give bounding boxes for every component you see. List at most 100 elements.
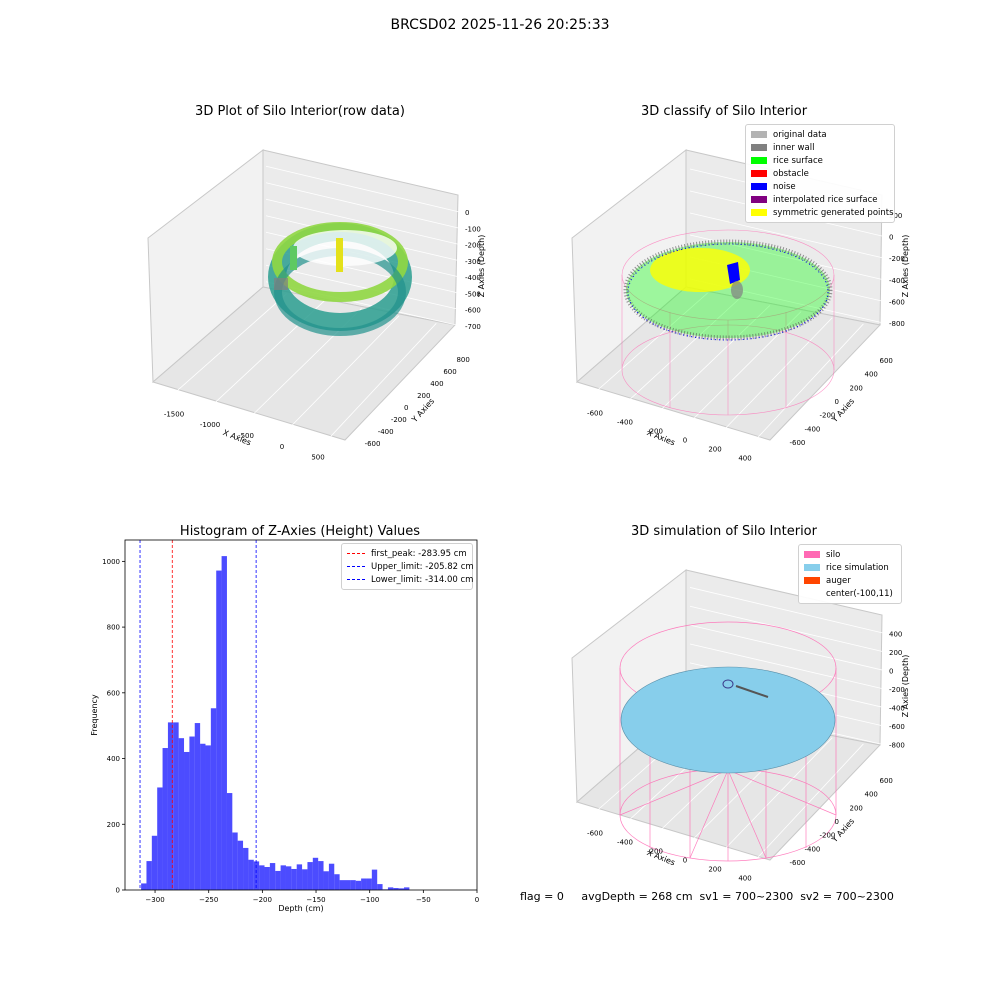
legend-entry: first_peak: -283.95 cm — [347, 547, 467, 560]
p4-ztick-label: -600 — [889, 723, 905, 731]
p4-ytick-label: -600 — [790, 859, 806, 867]
histogram-bar — [226, 793, 233, 890]
panel4-legend: silo rice simulation auger center(-100,11) — [798, 544, 902, 604]
p4-xtick-label: -200 — [647, 848, 663, 856]
legend-entry: symmetric generated points — [751, 206, 894, 219]
histogram-bar — [371, 869, 378, 890]
p4-xtick-label: 400 — [738, 875, 751, 883]
p4-ytick-label: 200 — [850, 804, 863, 812]
legend-label: obstacle — [773, 168, 809, 179]
legend-label: Lower_limit: -314.00 cm — [371, 574, 474, 585]
p4-ztick-label: 400 — [889, 630, 902, 638]
legend-label: center(-100,11) — [826, 588, 893, 599]
p2-silo-wireframe — [621, 229, 835, 416]
histogram-bar — [275, 870, 281, 890]
histogram-ytick-label: 400 — [107, 755, 120, 763]
histogram-bar — [366, 878, 372, 890]
panel1-title: 3D Plot of Silo Interior(row data) — [195, 104, 405, 119]
panel2-legend: original data inner wall rice surface obsta… — [745, 124, 895, 223]
legend-swatch — [751, 183, 767, 190]
p1-ytick-label: 0 — [404, 404, 408, 412]
legend-entry: inner wall — [751, 141, 889, 154]
histogram-bar — [141, 883, 147, 890]
histogram-bar — [355, 880, 362, 890]
p1-ztick-label: -700 — [465, 323, 481, 331]
p4-ztick-label: -400 — [889, 705, 905, 713]
p2-ytick-label: 0 — [835, 398, 839, 406]
legend-swatch — [804, 564, 820, 571]
histogram-bar — [210, 708, 217, 890]
histogram-bar — [151, 835, 158, 890]
histogram-bar — [173, 722, 179, 890]
histogram-bar — [345, 880, 351, 890]
histogram-xtick-label: −300 — [145, 896, 164, 904]
histogram-bar — [243, 847, 249, 890]
histogram-bar — [280, 865, 286, 890]
histogram-bar — [318, 861, 324, 890]
histogram-xtick-label: −100 — [360, 896, 379, 904]
histogram-bar — [307, 862, 313, 890]
histogram-bar — [312, 857, 319, 890]
p2-ytick-label: 600 — [880, 357, 893, 365]
p1-ztick-label: 0 — [465, 209, 469, 217]
legend-label: Upper_limit: -205.82 cm — [371, 561, 474, 572]
p2-ztick-label: 200 — [889, 212, 902, 220]
histogram-bar — [216, 570, 222, 890]
p2-ytick-label: 200 — [850, 384, 863, 392]
histogram-bar — [259, 865, 265, 890]
histogram-ytick-label: 200 — [107, 821, 120, 829]
histogram-xtick-label: −150 — [306, 896, 325, 904]
p1-ztick-label: -400 — [465, 274, 481, 282]
histogram-xtick-label: −250 — [199, 896, 218, 904]
p1-ytick-label: 200 — [417, 392, 430, 400]
legend-label: symmetric generated points — [773, 207, 894, 218]
histogram-bar — [350, 880, 356, 890]
p1-xtick-label: -1500 — [164, 410, 184, 418]
histogram-bar — [178, 738, 185, 890]
p1-xtick-label: -500 — [238, 432, 254, 440]
legend-entry: obstacle — [751, 167, 889, 180]
histogram-bar — [194, 723, 201, 890]
p1-xtick-label: 0 — [280, 443, 284, 451]
p2-xtick-label: 400 — [738, 455, 751, 463]
p4-auger — [735, 685, 769, 698]
p2-xtick-label: -600 — [587, 410, 603, 418]
p4-zlabel: Z Axies (Depth) — [901, 655, 910, 718]
p4-ztick-label: 0 — [889, 667, 893, 675]
p4-xtick-label: -600 — [587, 830, 603, 838]
histogram-bar — [264, 866, 270, 890]
histogram-bar — [232, 832, 238, 890]
histogram-ytick-label: 0 — [116, 887, 120, 895]
histogram-xtick-label: −50 — [416, 896, 431, 904]
p2-ztick-label: 0 — [889, 234, 893, 242]
p4-ztick-label: 200 — [889, 649, 902, 657]
histogram-bar — [334, 874, 340, 890]
histogram-bar — [302, 869, 308, 890]
legend-label: silo — [826, 549, 841, 560]
p1-ytick-label: -200 — [391, 416, 407, 424]
p2-xtick-label: 200 — [708, 446, 721, 454]
histogram-ylabel: Frequency — [90, 694, 99, 736]
p1-ytick-label: 600 — [443, 368, 456, 376]
legend-entry: silo — [804, 548, 896, 561]
p4-ytick-label: -200 — [820, 832, 836, 840]
legend-swatch — [347, 579, 365, 580]
p2-classified-points — [623, 239, 833, 341]
histogram-bar — [339, 880, 345, 890]
p2-ztick-label: -200 — [889, 255, 905, 263]
histogram-bar — [237, 840, 244, 890]
histogram-bar — [393, 888, 399, 890]
p2-ytick-label: -200 — [820, 412, 836, 420]
histogram-bar — [291, 868, 297, 890]
panel4-title: 3D simulation of Silo Interior — [631, 524, 817, 539]
p1-ztick-label: -500 — [465, 290, 481, 298]
histogram-xtick-label: −200 — [253, 896, 272, 904]
p1-ytick-label: 800 — [456, 356, 469, 364]
legend-swatch — [751, 209, 767, 216]
p1-ztick-label: -300 — [465, 258, 481, 266]
histogram-bar — [200, 743, 206, 890]
p2-ztick-label: -400 — [889, 277, 905, 285]
p1-ytick-label: 400 — [430, 380, 443, 388]
